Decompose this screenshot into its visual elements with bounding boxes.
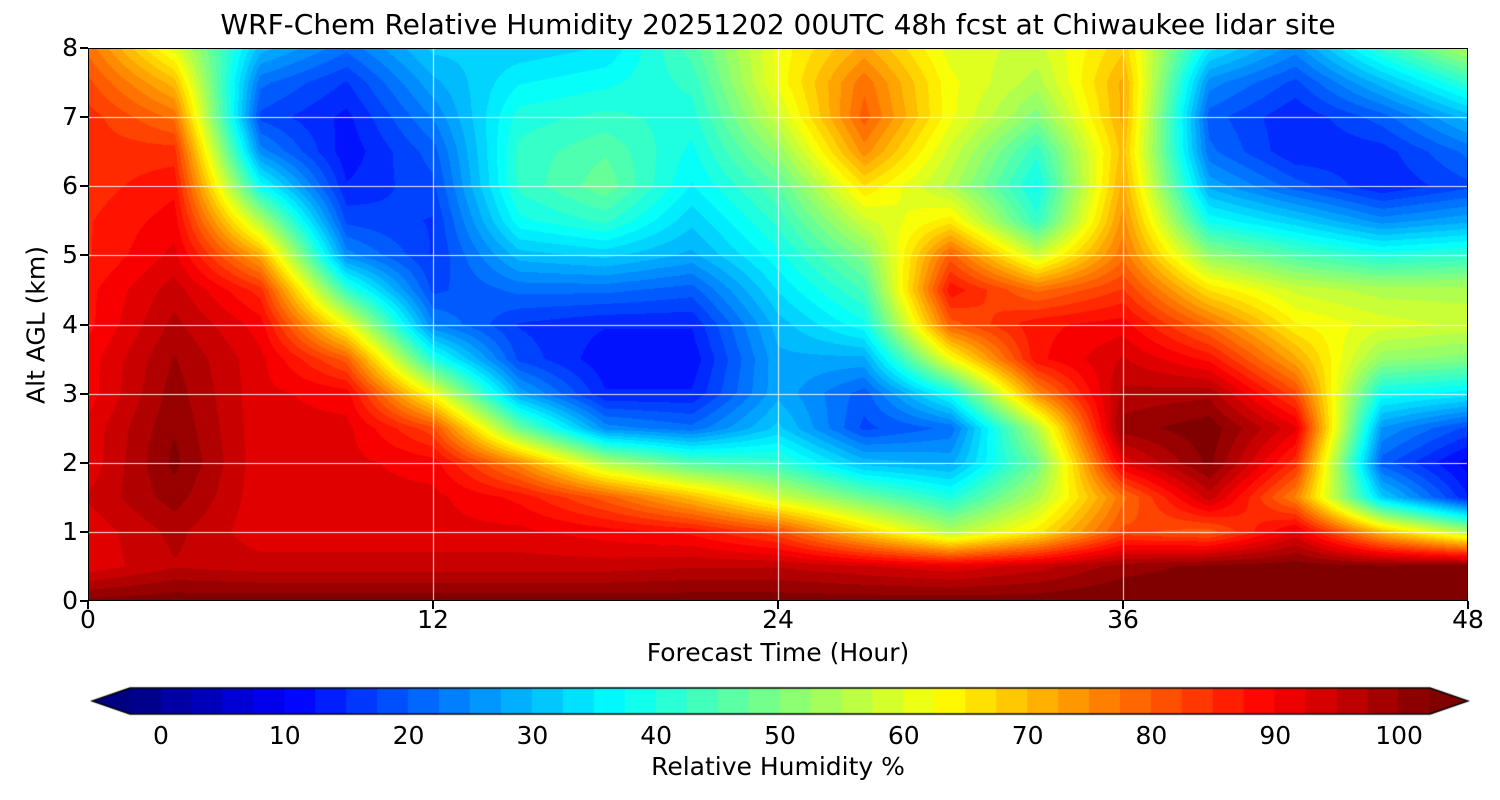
x-axis-label: Forecast Time (Hour) xyxy=(646,638,910,667)
colorbar-tick-label: 100 xyxy=(1375,721,1423,750)
colorbar-tick-label: 40 xyxy=(640,721,673,750)
x-axis-tick-label: 0 xyxy=(80,605,96,634)
colorbar-tick-label: 0 xyxy=(152,721,169,750)
x-axis-tick-label: 48 xyxy=(1452,605,1484,634)
y-axis-tick-mark xyxy=(80,185,88,188)
colorbar-tick-label: 30 xyxy=(516,721,549,750)
y-axis-tick-mark xyxy=(80,530,88,533)
x-axis-tick-mark xyxy=(87,601,89,609)
y-axis-tick-label: 3 xyxy=(62,378,78,408)
y-axis-tick-mark xyxy=(80,254,88,257)
y-axis-tick-label: 1 xyxy=(62,516,78,546)
colorbar-tick-label: 50 xyxy=(764,721,796,750)
y-axis-tick-mark xyxy=(80,116,88,119)
y-axis-tick-label: 6 xyxy=(62,171,78,201)
y-axis-tick-mark xyxy=(80,392,88,395)
colorbar-tick-label: 20 xyxy=(392,721,425,750)
y-axis-tick-mark xyxy=(80,323,88,326)
x-axis-tick-label: 36 xyxy=(1107,605,1139,634)
chart-title: WRF-Chem Relative Humidity 20251202 00UT… xyxy=(220,8,1336,41)
colorbar-tick-label: 10 xyxy=(268,721,301,750)
x-axis-tick-mark xyxy=(1467,601,1469,609)
y-axis-tick-label: 0 xyxy=(62,586,78,615)
colorbar-tick-label: 60 xyxy=(887,721,920,750)
colorbar-canvas xyxy=(90,686,1470,716)
y-axis-tick-mark xyxy=(80,600,88,602)
x-axis-tick-mark xyxy=(777,601,779,609)
y-axis-tick-label: 7 xyxy=(62,102,78,132)
y-axis-tick-mark xyxy=(80,461,88,464)
y-axis-tick-label: 8 xyxy=(62,33,78,62)
colorbar-tick-label: 90 xyxy=(1259,721,1292,750)
y-axis-tick-mark xyxy=(80,47,88,49)
y-axis-tick-label: 4 xyxy=(62,309,78,339)
colorbar-tick-label: 80 xyxy=(1135,721,1168,750)
colorbar-tick-label: 70 xyxy=(1011,721,1044,750)
x-axis-tick-label: 24 xyxy=(762,605,794,634)
x-axis-tick-mark xyxy=(1122,601,1124,609)
x-axis-tick-label: 12 xyxy=(417,605,449,634)
heatmap-canvas xyxy=(88,48,1468,601)
x-axis-tick-mark xyxy=(432,601,434,609)
colorbar-label: Relative Humidity % xyxy=(651,752,905,781)
y-axis-tick-label: 2 xyxy=(62,447,78,477)
y-axis-tick-label: 5 xyxy=(62,240,78,270)
